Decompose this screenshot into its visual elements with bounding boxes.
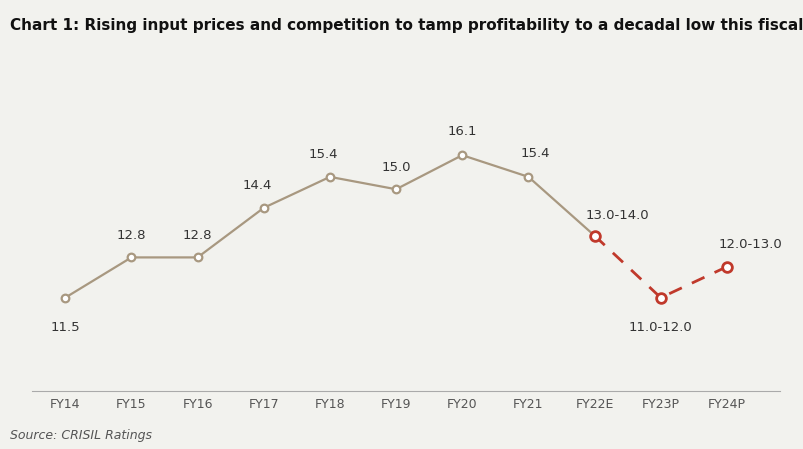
- Text: 12.0-13.0: 12.0-13.0: [717, 238, 781, 251]
- Text: 15.0: 15.0: [381, 161, 410, 174]
- Text: 14.4: 14.4: [243, 179, 271, 192]
- Text: Source: CRISIL Ratings: Source: CRISIL Ratings: [10, 429, 152, 442]
- Text: 13.0-14.0: 13.0-14.0: [585, 209, 649, 222]
- Text: 12.8: 12.8: [182, 229, 212, 242]
- Text: 15.4: 15.4: [308, 148, 337, 161]
- Text: Chart 1: Rising input prices and competition to tamp profitability to a decadal : Chart 1: Rising input prices and competi…: [10, 18, 802, 33]
- Text: 12.8: 12.8: [116, 229, 146, 242]
- Text: 16.1: 16.1: [447, 125, 476, 138]
- Text: 15.4: 15.4: [520, 147, 549, 160]
- Text: 11.0-12.0: 11.0-12.0: [628, 321, 692, 334]
- Text: 11.5: 11.5: [51, 321, 80, 334]
